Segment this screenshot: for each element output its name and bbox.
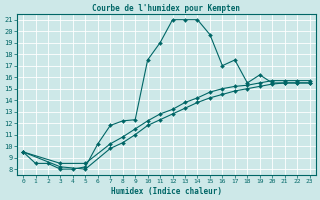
X-axis label: Humidex (Indice chaleur): Humidex (Indice chaleur): [111, 187, 222, 196]
Title: Courbe de l'humidex pour Kempten: Courbe de l'humidex pour Kempten: [92, 4, 240, 13]
